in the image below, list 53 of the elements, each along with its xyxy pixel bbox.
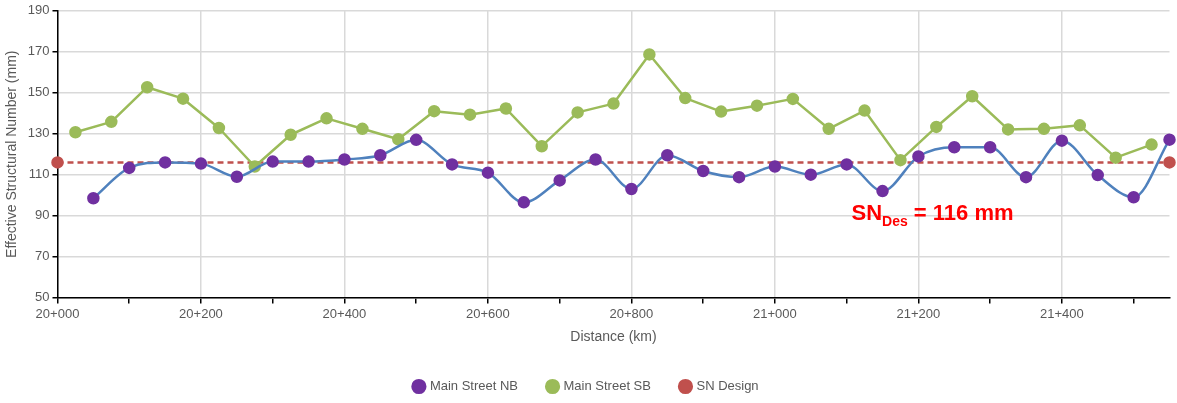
y-tick-label: 110 <box>28 166 50 182</box>
point <box>212 121 226 135</box>
point <box>463 108 477 121</box>
point <box>607 97 620 110</box>
y-axis-title: Effective Structural Number (mm) <box>3 50 20 258</box>
point <box>965 89 979 103</box>
point <box>51 156 64 169</box>
x-tick-label: 21+400 <box>1040 305 1084 321</box>
legend-label: SN Design <box>696 378 759 394</box>
point <box>1073 119 1087 132</box>
point <box>499 102 513 115</box>
legend-label: Main Street NB <box>429 378 519 394</box>
point <box>1163 156 1176 169</box>
point <box>105 115 118 129</box>
x-tick-label: 20+400 <box>322 305 367 321</box>
x-tick-label: 20+000 <box>35 305 80 321</box>
y-tick-label: 130 <box>27 125 50 141</box>
y-tick-label: 70 <box>35 248 50 264</box>
point <box>176 92 190 105</box>
x-tick-label: 20+600 <box>466 305 510 321</box>
point <box>427 104 441 118</box>
point <box>356 122 369 136</box>
point <box>714 105 728 118</box>
point <box>786 92 800 106</box>
point <box>320 112 333 125</box>
y-tick-label: 190 <box>27 2 50 18</box>
point <box>822 122 835 136</box>
point <box>930 120 943 134</box>
x-tick-label: 20+200 <box>179 305 223 321</box>
point <box>1001 123 1015 136</box>
x-tick-label: 20+800 <box>609 305 654 321</box>
y-tick-label: 150 <box>27 84 50 100</box>
x-tick-label: 21+200 <box>896 305 941 321</box>
point <box>392 133 405 146</box>
point <box>1145 138 1158 151</box>
legend-label: Main Street SB <box>563 378 651 394</box>
point <box>571 106 584 119</box>
point <box>140 80 154 94</box>
point <box>1109 151 1122 164</box>
point <box>858 104 871 117</box>
y-tick-label: 50 <box>35 289 50 305</box>
x-axis-title: Distance (km) <box>570 328 657 345</box>
y-tick-label: 170 <box>27 43 50 59</box>
point <box>643 48 656 61</box>
point <box>750 99 764 112</box>
x-tick-label: 21+000 <box>753 305 797 321</box>
point <box>894 153 907 167</box>
point <box>69 126 82 139</box>
point <box>284 128 297 141</box>
point <box>535 139 548 153</box>
point <box>678 91 692 105</box>
y-tick-label: 90 <box>35 207 50 223</box>
point <box>1037 122 1051 136</box>
